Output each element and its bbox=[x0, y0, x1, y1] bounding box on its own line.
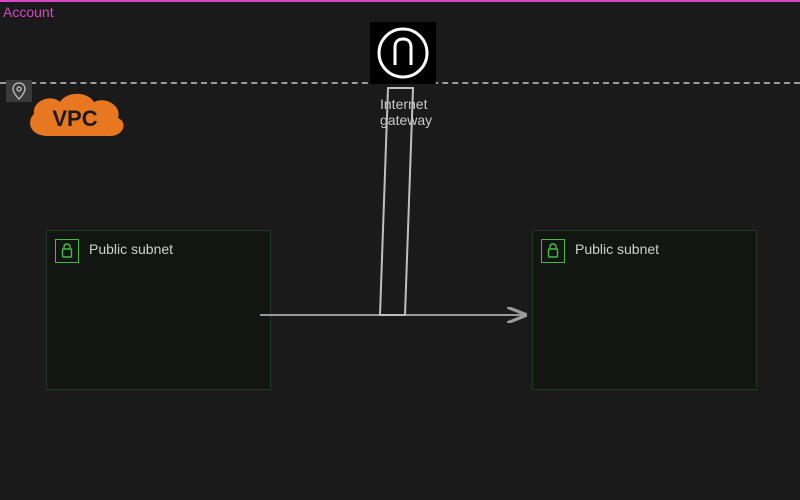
lock-icon bbox=[55, 239, 79, 263]
svg-text:VPC: VPC bbox=[52, 106, 97, 131]
top-border bbox=[0, 0, 800, 2]
subnet-label: Public subnet bbox=[575, 241, 659, 257]
internet-gateway-label: Internet gateway bbox=[380, 96, 432, 128]
architecture-canvas: Account VPC Internet gateway Public subn… bbox=[0, 0, 800, 500]
internet-gateway-icon bbox=[370, 22, 436, 84]
subnet-label: Public subnet bbox=[89, 241, 173, 257]
vpc-cloud-icon: VPC bbox=[20, 88, 130, 153]
account-label: Account bbox=[3, 4, 54, 20]
lock-icon bbox=[541, 239, 565, 263]
public-subnet-box: Public subnet bbox=[532, 230, 757, 390]
public-subnet-box: Public subnet bbox=[46, 230, 271, 390]
